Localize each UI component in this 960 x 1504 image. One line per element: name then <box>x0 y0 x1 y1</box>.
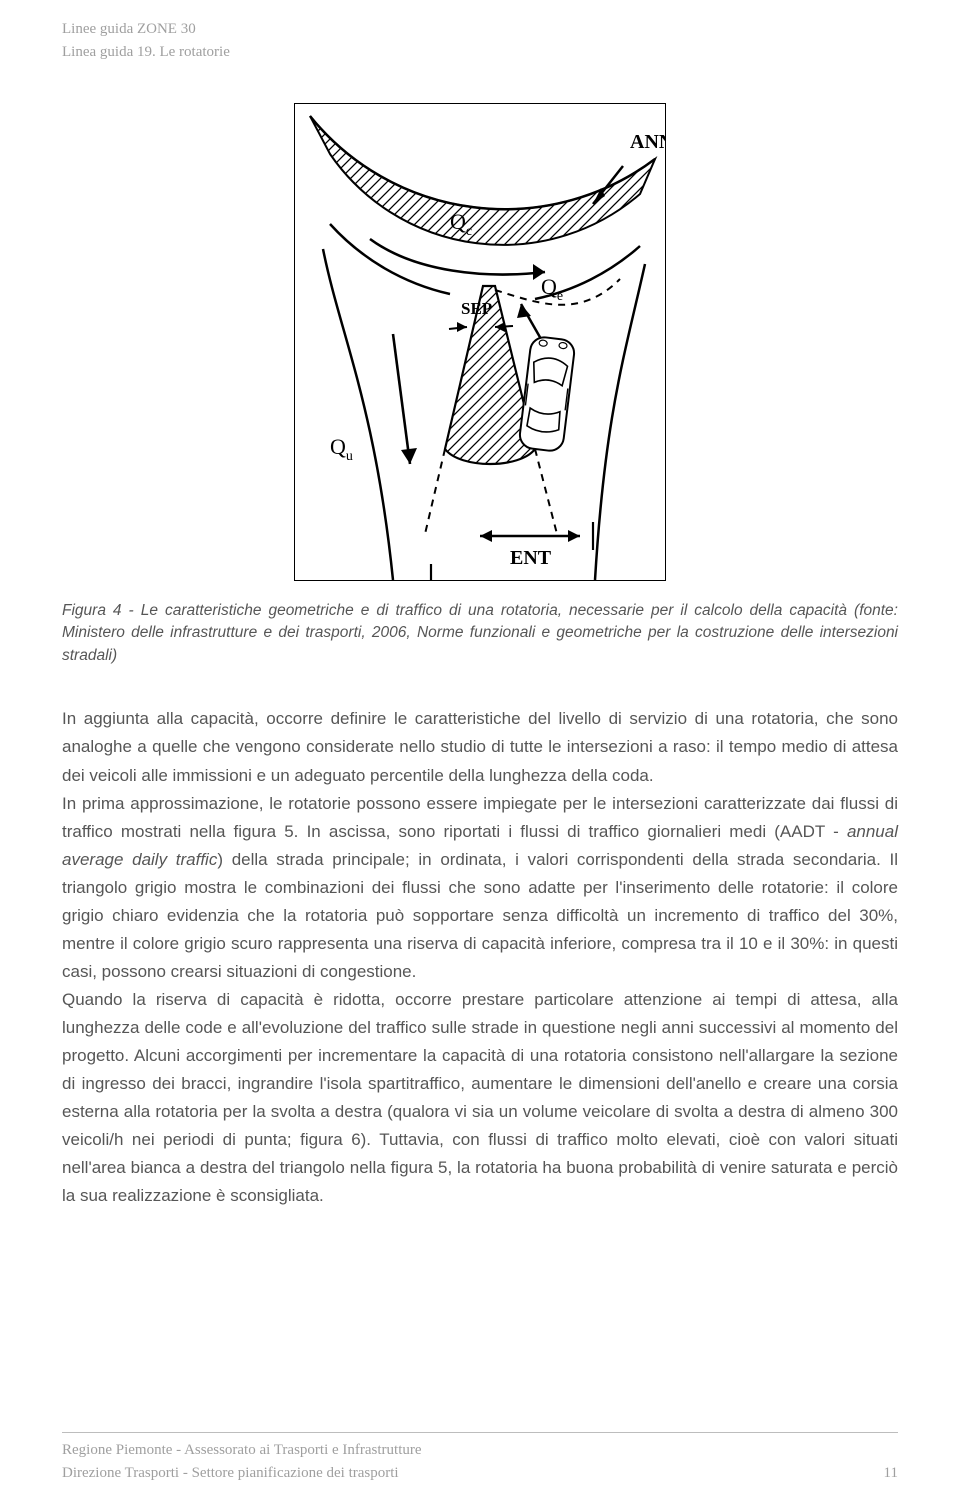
figure-diagram: ANN Qc Qe Qu SEP ENT <box>295 104 665 580</box>
page-footer: Regione Piemonte - Assessorato ai Traspo… <box>62 1432 898 1484</box>
label-qe-sub: e <box>557 289 563 304</box>
figure-wrapper: ANN Qc Qe Qu SEP ENT <box>62 103 898 586</box>
footer-line1: Regione Piemonte - Assessorato ai Traspo… <box>62 1439 898 1462</box>
footer-line2-left: Direzione Trasporti - Settore pianificaz… <box>62 1462 399 1485</box>
label-ent: ENT <box>510 547 552 569</box>
svg-text:Qe: Qe <box>541 274 563 304</box>
label-qu-sub: u <box>346 449 353 464</box>
caption-end: ) <box>112 647 117 664</box>
label-qc: Q <box>450 209 466 234</box>
label-qe: Q <box>541 274 557 299</box>
header-line1: Linee guida ZONE 30 <box>62 18 898 41</box>
label-qc-sub: c <box>466 224 472 239</box>
label-qu: Q <box>330 434 346 459</box>
header-line2: Linea guida 19. Le rotatorie <box>62 41 898 64</box>
para1: In aggiunta alla capacità, occorre defin… <box>62 709 898 784</box>
para2a: In prima approssimazione, le rotatorie p… <box>62 794 898 841</box>
para3: Quando la riserva di capacità è ridotta,… <box>62 990 898 1205</box>
body-text: In aggiunta alla capacità, occorre defin… <box>62 705 898 1210</box>
figure-box: ANN Qc Qe Qu SEP ENT <box>294 103 666 581</box>
svg-text:Qu: Qu <box>330 434 353 464</box>
label-sep: SEP <box>461 299 492 318</box>
page-number: 11 <box>884 1462 898 1485</box>
label-ann: ANN <box>630 131 665 153</box>
figure-caption: Figura 4 - Le caratteristiche geometrich… <box>62 600 898 667</box>
para2b: ) della strada principale; in ordinata, … <box>62 850 898 981</box>
